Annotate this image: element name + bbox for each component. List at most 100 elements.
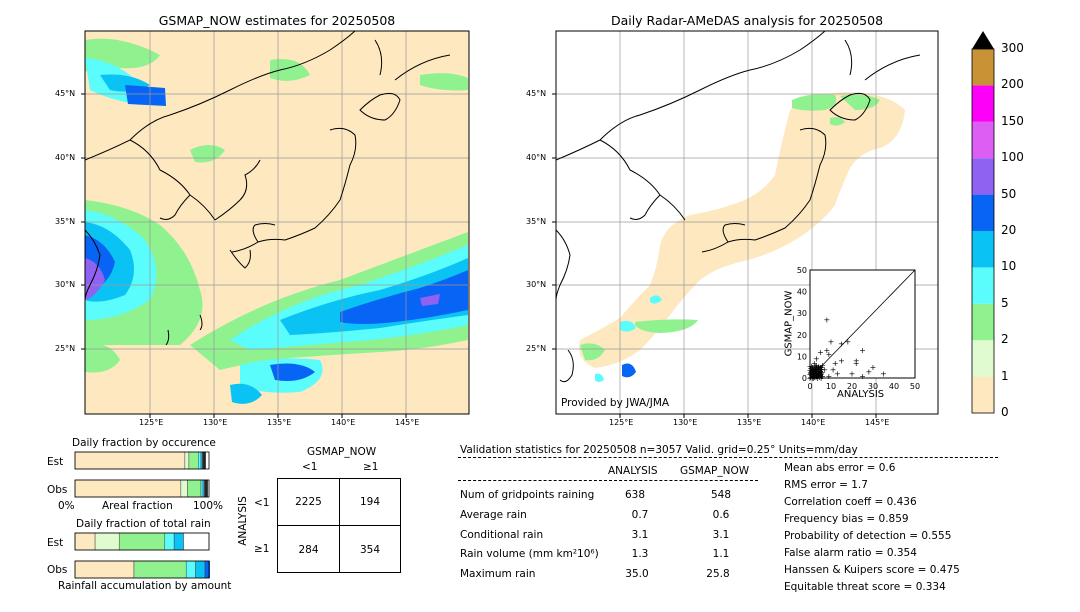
colorbar-block xyxy=(972,194,994,231)
colorbar-tick-label: 1 xyxy=(1001,368,1009,383)
fraction-total-title: Daily fraction of total rain xyxy=(76,518,211,530)
left-lon-label: 140°E xyxy=(331,418,356,427)
scatter-point: + xyxy=(811,365,818,374)
colorbar-tick-label: 5 xyxy=(1001,295,1009,310)
colorbar-block xyxy=(972,376,994,413)
scatter-point: + xyxy=(809,368,816,377)
scatter-point: + xyxy=(817,368,824,377)
scatter-point: + xyxy=(813,371,820,380)
scatter-point: + xyxy=(832,359,839,368)
validation-subdivider xyxy=(458,480,758,481)
colorbar-block xyxy=(972,267,994,304)
scatter-y-tick: 0 xyxy=(802,374,807,383)
axis-right-label: 100% xyxy=(193,500,224,512)
fraction-segment xyxy=(164,532,175,551)
colorbar-block xyxy=(972,49,994,86)
fraction-segment xyxy=(74,479,182,498)
scatter-point: + xyxy=(816,370,823,379)
axis-left-label: 0% xyxy=(58,500,75,512)
row-label-est: Est xyxy=(47,537,64,549)
scatter-point: + xyxy=(814,370,821,379)
fraction-segment xyxy=(74,451,186,470)
scatter-y-tick: 10 xyxy=(797,352,807,361)
right-lat-label: 30°N xyxy=(526,280,547,289)
scatter-y-tick: 20 xyxy=(797,331,807,340)
stat-gsmap: 25.8 xyxy=(706,568,730,580)
colorbar-tick-label: 150 xyxy=(1001,113,1024,128)
score-line: Probability of detection = 0.555 xyxy=(784,530,952,542)
fraction-segment xyxy=(94,532,120,551)
right-lon-label: 145°E xyxy=(865,418,890,427)
scatter-point: + xyxy=(814,365,821,374)
right-lat-label: 45°N xyxy=(526,89,547,98)
colorbar-block xyxy=(972,340,994,377)
left-lat-label: 45°N xyxy=(55,89,76,98)
scatter-x-tick: 0 xyxy=(807,382,812,391)
contingency-col-lt: <1 xyxy=(302,461,318,473)
scatter-point: + xyxy=(830,365,837,374)
scatter-point: + xyxy=(812,367,819,376)
contingency-row-lt: <1 xyxy=(254,497,270,509)
scatter-point: + xyxy=(819,368,826,377)
scatter-point: + xyxy=(813,372,820,381)
scatter-point: + xyxy=(816,366,823,375)
fraction-segment xyxy=(202,451,206,470)
scatter-point: + xyxy=(810,368,817,377)
scatter-point: + xyxy=(810,366,817,375)
scatter-point: + xyxy=(815,372,822,381)
scatter-x-tick: 30 xyxy=(868,382,878,391)
occurrence-bars xyxy=(74,451,210,498)
scatter-point: + xyxy=(815,370,822,379)
fraction-segment xyxy=(204,560,210,579)
fraction-segment xyxy=(74,560,135,579)
contingency-cell: 284 xyxy=(298,544,319,556)
colorbar-tick-label: 0 xyxy=(1001,405,1009,419)
scatter-point: + xyxy=(859,372,866,381)
scatter-point: + xyxy=(810,372,817,381)
scatter-point: + xyxy=(807,368,814,377)
right-map-title: Daily Radar-AMeDAS analysis for 20250508 xyxy=(610,13,884,28)
scatter-point: + xyxy=(816,362,823,371)
col-gsmap: GSMAP_NOW xyxy=(680,465,750,477)
left-map-title: GSMAP_NOW estimates for 20250508 xyxy=(158,13,396,28)
scatter-point: + xyxy=(826,372,833,381)
scatter-point: + xyxy=(865,368,872,377)
left-lat-label: 25°N xyxy=(55,344,76,353)
colorbar-tick-label: 10 xyxy=(1001,259,1017,274)
validation-divider xyxy=(458,457,998,458)
right-lon-label: 135°E xyxy=(737,418,762,427)
scatter-point: + xyxy=(818,365,825,374)
colorbar-block xyxy=(972,303,994,341)
score-line: Hanssen & Kuipers score = 0.475 xyxy=(784,564,960,576)
contingency-table: 2225 194 284 354 xyxy=(277,478,401,573)
fraction-bar-outline xyxy=(74,479,210,498)
stat-analysis: 1.3 xyxy=(631,548,649,560)
scatter-point: + xyxy=(816,371,823,380)
scatter-point: + xyxy=(812,366,819,375)
row-label-obs: Obs xyxy=(47,484,68,496)
fraction-segment xyxy=(118,532,166,551)
scatter-point: + xyxy=(809,369,816,378)
left-lon-label: 125°E xyxy=(139,418,164,427)
scatter-point: + xyxy=(811,368,818,377)
fraction-footer: Rainfall accumulation by amount xyxy=(58,580,232,592)
scatter-point: + xyxy=(859,346,866,355)
colorbar-block xyxy=(972,85,994,122)
stat-label: Num of gridpoints raining xyxy=(460,489,595,501)
scatter-ylabel: GSMAP_NOW xyxy=(783,290,795,357)
colorbar xyxy=(971,31,995,414)
stat-analysis: 638 xyxy=(624,489,646,501)
stat-gsmap: 3.1 xyxy=(712,529,730,541)
scatter-x-tick: 40 xyxy=(889,382,899,391)
contingency-col-header: GSMAP_NOW xyxy=(307,446,377,458)
scatter-point: + xyxy=(813,369,820,378)
left-map xyxy=(81,30,470,418)
scatter-point: + xyxy=(819,372,826,381)
scatter-point: + xyxy=(816,369,823,378)
scatter-point: + xyxy=(812,362,819,371)
scatter-point: + xyxy=(838,339,845,348)
fraction-segment xyxy=(195,560,206,579)
scatter-point: + xyxy=(811,359,818,368)
contingency-row-header: ANALYSIS xyxy=(237,496,249,546)
right-lon-label: 140°E xyxy=(801,418,826,427)
